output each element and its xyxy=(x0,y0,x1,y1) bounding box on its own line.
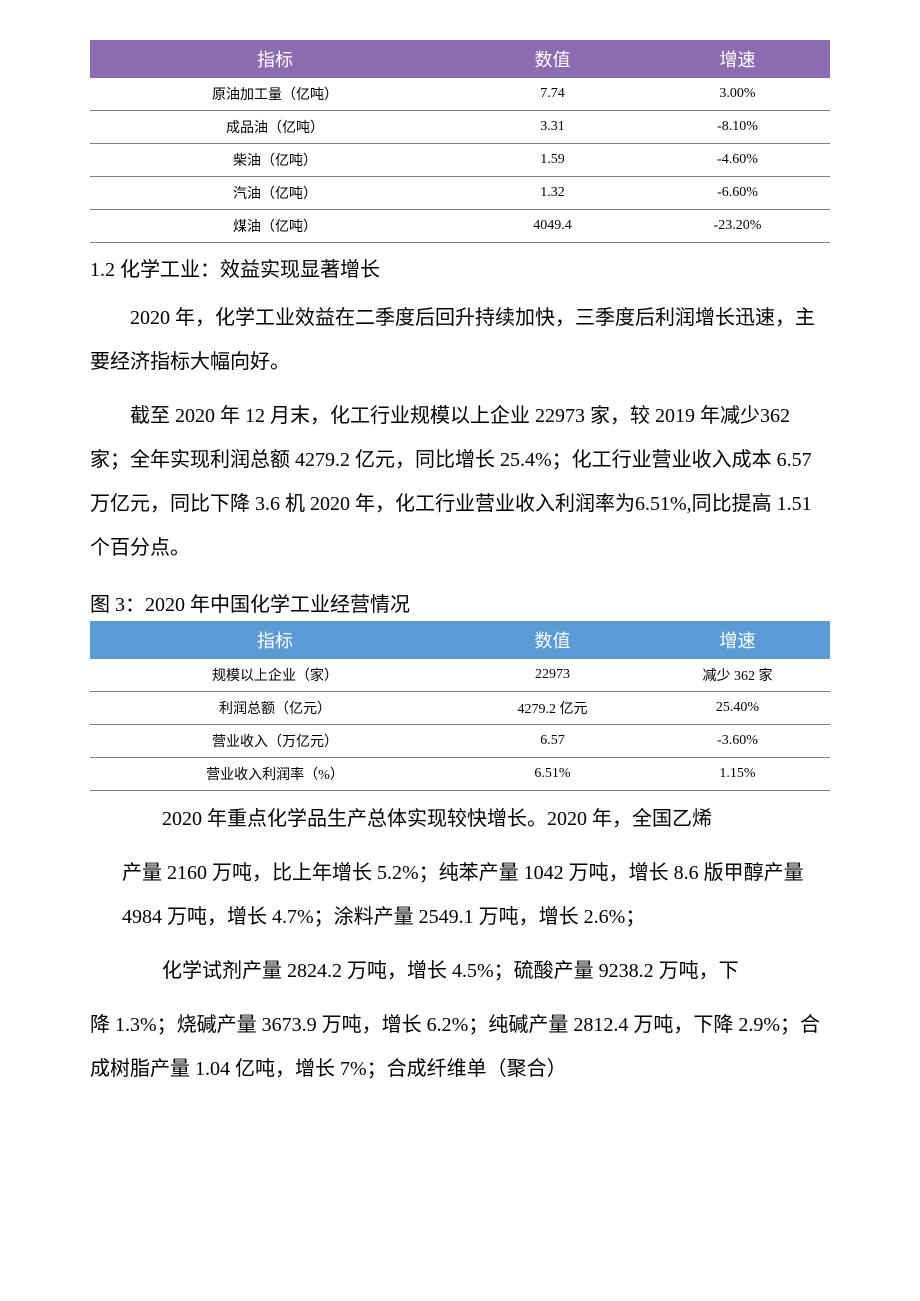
cell-value: 4279.2 亿元 xyxy=(460,692,645,725)
cell-value: 7.74 xyxy=(460,78,645,111)
paragraph: 截至 2020 年 12 月末，化工行业规模以上企业 22973 家，较 201… xyxy=(90,394,830,570)
cell-value: 1.59 xyxy=(460,144,645,177)
col-header-value: 数值 xyxy=(460,621,645,659)
chemical-table: 指标 数值 增速 规模以上企业（家） 22973 减少 362 家 利润总额（亿… xyxy=(90,621,830,791)
cell-growth: -6.60% xyxy=(645,177,830,210)
paragraph: 2020 年重点化学品生产总体实现较快增长。2020 年，全国乙烯 xyxy=(122,797,830,841)
cell-value: 3.31 xyxy=(460,111,645,144)
paragraph: 降 1.3%；烧碱产量 3673.9 万吨，增长 6.2%；纯碱产量 2812.… xyxy=(90,1003,830,1091)
cell-value: 6.57 xyxy=(460,725,645,758)
table-row: 汽油（亿吨） 1.32 -6.60% xyxy=(90,177,830,210)
paragraph: 化学试剂产量 2824.2 万吨，增长 4.5%；硫酸产量 9238.2 万吨，… xyxy=(122,949,830,993)
cell-metric: 煤油（亿吨） xyxy=(90,210,460,243)
figure-caption-3: 图 3：2020 年中国化学工业经营情况 xyxy=(90,588,830,617)
table-row: 营业收入（万亿元） 6.57 -3.60% xyxy=(90,725,830,758)
cell-value: 4049.4 xyxy=(460,210,645,243)
col-header-growth: 增速 xyxy=(645,40,830,78)
cell-value: 22973 xyxy=(460,659,645,692)
col-header-metric: 指标 xyxy=(90,621,460,659)
cell-metric: 营业收入（万亿元） xyxy=(90,725,460,758)
paragraph: 2020 年，化学工业效益在二季度后回升持续加快，三季度后利润增长迅速，主要经济… xyxy=(90,296,830,384)
table-row: 柴油（亿吨） 1.59 -4.60% xyxy=(90,144,830,177)
cell-value: 1.32 xyxy=(460,177,645,210)
cell-metric: 利润总额（亿元） xyxy=(90,692,460,725)
cell-metric: 营业收入利润率（%） xyxy=(90,758,460,791)
cell-value: 6.51% xyxy=(460,758,645,791)
cell-growth: 3.00% xyxy=(645,78,830,111)
cell-growth: 1.15% xyxy=(645,758,830,791)
cell-growth: -4.60% xyxy=(645,144,830,177)
table-row: 成品油（亿吨） 3.31 -8.10% xyxy=(90,111,830,144)
paragraph: 产量 2160 万吨，比上年增长 5.2%；纯苯产量 1042 万吨，增长 8.… xyxy=(122,851,830,939)
table-row: 规模以上企业（家） 22973 减少 362 家 xyxy=(90,659,830,692)
col-header-growth: 增速 xyxy=(645,621,830,659)
col-header-value: 数值 xyxy=(460,40,645,78)
cell-metric: 规模以上企业（家） xyxy=(90,659,460,692)
petroleum-table: 指标 数值 增速 原油加工量（亿吨） 7.74 3.00% 成品油（亿吨） 3.… xyxy=(90,40,830,243)
table-header-row: 指标 数值 增速 xyxy=(90,40,830,78)
petroleum-table-wrap: 指标 数值 增速 原油加工量（亿吨） 7.74 3.00% 成品油（亿吨） 3.… xyxy=(90,40,830,243)
cell-growth: 25.40% xyxy=(645,692,830,725)
table-header-row: 指标 数值 增速 xyxy=(90,621,830,659)
table-row: 原油加工量（亿吨） 7.74 3.00% xyxy=(90,78,830,111)
cell-metric: 汽油（亿吨） xyxy=(90,177,460,210)
cell-metric: 原油加工量（亿吨） xyxy=(90,78,460,111)
cell-metric: 柴油（亿吨） xyxy=(90,144,460,177)
cell-growth: -23.20% xyxy=(645,210,830,243)
table-row: 营业收入利润率（%） 6.51% 1.15% xyxy=(90,758,830,791)
table-row: 利润总额（亿元） 4279.2 亿元 25.40% xyxy=(90,692,830,725)
chemical-table-wrap: 指标 数值 增速 规模以上企业（家） 22973 减少 362 家 利润总额（亿… xyxy=(90,621,830,791)
cell-growth: 减少 362 家 xyxy=(645,659,830,692)
cell-growth: -3.60% xyxy=(645,725,830,758)
section-heading-1-2: 1.2 化学工业：效益实现显著增长 xyxy=(90,253,830,282)
cell-growth: -8.10% xyxy=(645,111,830,144)
col-header-metric: 指标 xyxy=(90,40,460,78)
cell-metric: 成品油（亿吨） xyxy=(90,111,460,144)
table-row: 煤油（亿吨） 4049.4 -23.20% xyxy=(90,210,830,243)
